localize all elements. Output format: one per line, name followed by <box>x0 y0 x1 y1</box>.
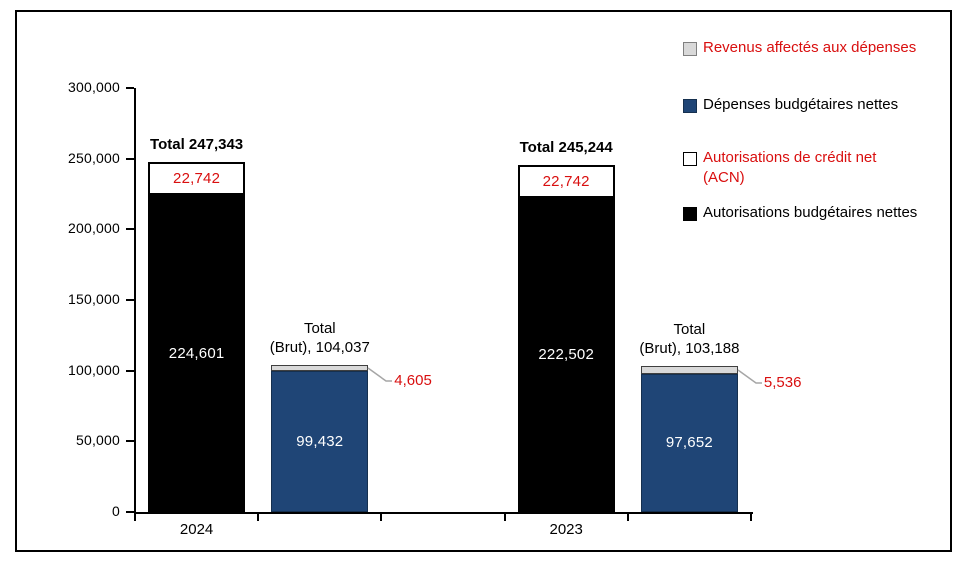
x-axis-line <box>134 512 753 514</box>
bar-total-label: Total 245,244 <box>519 139 613 157</box>
callout-line <box>367 367 393 382</box>
bar-value-label: 22,742 <box>173 169 221 187</box>
callout-line <box>737 369 762 384</box>
legend-item: Autorisations de crédit net (ACN) <box>683 148 876 188</box>
y-axis-label: 100,000 <box>67 361 120 378</box>
bar-total-label: Total (Brut), 103,188 <box>639 321 740 358</box>
bar-segment <box>148 162 246 195</box>
x-tick <box>257 512 260 521</box>
bar-value-label: 222,502 <box>538 346 594 364</box>
legend-label: Revenus affectés aux dépenses <box>703 39 917 56</box>
legend-item: Revenus affectés aux dépenses <box>683 38 916 58</box>
bar-segment <box>517 197 615 512</box>
x-tick <box>750 512 752 521</box>
legend-swatch-icon <box>683 207 697 221</box>
bar-segment <box>640 373 738 512</box>
legend-label: Autorisations de crédit net (ACN) <box>703 149 877 186</box>
y-axis-label: 0 <box>112 503 120 519</box>
y-tick <box>126 87 134 89</box>
bar-total-label: Total 247,343 <box>150 136 244 154</box>
legend: Revenus affectés aux dépenses Dépenses bu… <box>683 30 961 250</box>
x-tick <box>380 512 383 521</box>
y-axis-line <box>134 88 136 514</box>
y-axis-label: 200,000 <box>67 220 120 237</box>
bar-total-label: Total (Brut), 104,037 <box>269 319 370 356</box>
y-tick <box>126 228 134 231</box>
x-tick <box>626 512 629 521</box>
bar-segment <box>640 366 738 374</box>
legend-label: Dépenses budgétaires nettes <box>703 96 899 113</box>
callout-value-label: 4,605 <box>394 372 432 390</box>
callout-value-label: 5,536 <box>763 374 802 392</box>
legend-item: Dépenses budgétaires nettes <box>683 95 898 115</box>
bar-value-label: 97,652 <box>665 434 713 452</box>
x-axis-label: 2024 <box>179 521 214 538</box>
y-axis-label: 300,000 <box>67 79 120 95</box>
bar-value-label: 224,601 <box>168 344 225 362</box>
bar-segment <box>517 165 615 198</box>
bar-value-label: 22,742 <box>542 172 590 190</box>
legend-swatch-icon <box>683 42 697 56</box>
legend-swatch-icon <box>683 99 697 113</box>
x-axis-label: 2023 <box>549 521 583 538</box>
bar-segment <box>148 194 246 512</box>
y-tick <box>126 157 134 160</box>
legend-item: Autorisations budgétaires nettes <box>683 203 917 223</box>
y-axis-label: 50,000 <box>75 432 120 449</box>
y-axis-label: 150,000 <box>67 291 120 307</box>
y-tick <box>126 299 134 301</box>
y-tick <box>126 511 134 513</box>
x-tick <box>503 512 506 521</box>
legend-swatch-icon <box>683 152 697 166</box>
y-axis-label: 250,000 <box>67 149 120 166</box>
bar-segment <box>271 371 369 512</box>
bar-value-label: 99,432 <box>296 433 344 451</box>
legend-label: Autorisations budgétaires nettes <box>703 204 918 221</box>
y-tick <box>126 440 134 443</box>
y-tick <box>126 369 134 372</box>
bar-segment <box>271 364 369 372</box>
x-tick <box>134 512 136 521</box>
